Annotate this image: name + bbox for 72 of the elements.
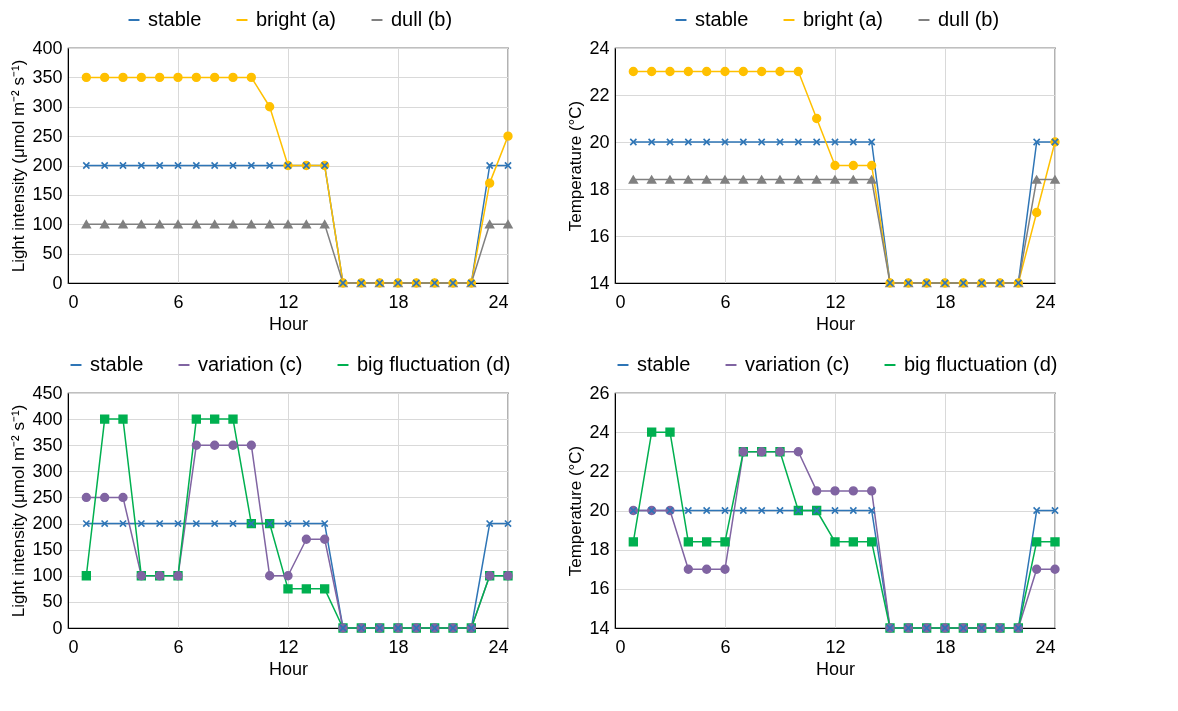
x-tick-label: 6 (720, 636, 731, 657)
legend-label: variation (c) (198, 353, 303, 375)
y-axis-title: Light intensity (μmol m⁻² s⁻¹) (9, 404, 29, 618)
y-tick-label: 50 (42, 243, 63, 264)
y-tick-label: 18 (589, 539, 610, 560)
y-axis-title: Light intensity (μmol m⁻² s⁻¹) (9, 59, 29, 273)
y-tick-label: 0 (52, 617, 63, 638)
y-tick-label: 400 (32, 408, 63, 429)
legend-label: stable (695, 8, 749, 30)
y-tick-label: 0 (52, 272, 63, 293)
y-axis-title: Temperature (°C) (566, 445, 586, 577)
y-tick-label: 350 (32, 434, 63, 455)
y-tick-label: 200 (32, 513, 63, 534)
y-tick-label: 150 (32, 184, 63, 205)
y-tick-label: 20 (589, 131, 610, 152)
y-tick-label: 450 (32, 382, 63, 403)
x-tick-label: 24 (488, 636, 509, 657)
y-axis-title: Temperature (°C) (566, 100, 586, 232)
x-tick-label: 24 (1035, 291, 1056, 312)
x-tick-label: 18 (935, 636, 956, 657)
y-tick-label: 100 (32, 213, 63, 234)
y-tick-label: 16 (589, 225, 610, 246)
legend-label: stable (90, 353, 144, 375)
y-tick-label: 14 (589, 272, 610, 293)
x-axis-title: Hour (268, 658, 309, 679)
x-tick-label: 6 (173, 636, 184, 657)
y-tick-label: 250 (32, 125, 63, 146)
y-tick-label: 18 (589, 178, 610, 199)
legend-label: big fluctuation (d) (357, 353, 511, 375)
x-tick-label: 12 (825, 636, 846, 657)
y-tick-label: 400 (32, 37, 63, 58)
y-tick-label: 350 (32, 66, 63, 87)
legend-label: stable (148, 8, 202, 30)
x-tick-label: 6 (720, 291, 731, 312)
y-tick-label: 20 (589, 500, 610, 520)
legend-label: bright (a) (803, 8, 884, 30)
x-tick-label: 0 (68, 291, 79, 312)
y-tick-label: 300 (32, 460, 63, 481)
legend-label: stable (637, 353, 691, 375)
x-tick-label: 12 (278, 291, 299, 312)
y-tick-label: 100 (32, 565, 63, 586)
legend-label: variation (c) (745, 353, 850, 375)
x-tick-label: 18 (935, 291, 956, 312)
y-tick-label: 250 (32, 486, 63, 507)
legend-label: bright (a) (256, 8, 337, 30)
x-tick-label: 18 (388, 291, 409, 312)
y-tick-label: 24 (589, 421, 610, 442)
x-tick-label: 0 (68, 636, 79, 657)
y-tick-label: 200 (32, 155, 63, 175)
y-tick-label: 150 (32, 539, 63, 560)
x-tick-label: 24 (1035, 636, 1056, 657)
x-axis-title: Hour (268, 313, 309, 334)
legend-label: dull (b) (391, 8, 453, 30)
y-tick-label: 26 (589, 382, 610, 403)
y-tick-label: 24 (589, 37, 610, 58)
legend-label: big fluctuation (d) (904, 353, 1058, 375)
y-tick-label: 22 (589, 460, 610, 481)
x-axis-title: Hour (815, 313, 856, 334)
y-tick-label: 14 (589, 617, 610, 638)
y-tick-label: 16 (589, 578, 610, 599)
x-tick-label: 6 (173, 291, 184, 312)
y-tick-label: 22 (589, 84, 610, 105)
x-tick-label: 12 (278, 636, 299, 657)
x-tick-label: 0 (615, 636, 626, 657)
x-tick-label: 24 (488, 291, 509, 312)
x-tick-label: 0 (615, 291, 626, 312)
legend-label: dull (b) (938, 8, 1000, 30)
y-tick-label: 50 (42, 591, 63, 612)
y-tick-label: 300 (32, 96, 63, 117)
x-tick-label: 18 (388, 636, 409, 657)
x-tick-label: 12 (825, 291, 846, 312)
x-axis-title: Hour (815, 658, 856, 679)
